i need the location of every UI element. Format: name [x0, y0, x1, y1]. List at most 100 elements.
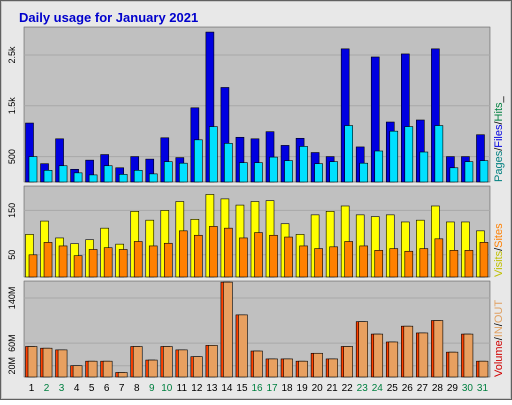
legend-item: Pages	[493, 150, 505, 182]
bar-inout-18	[283, 358, 293, 378]
legend-item: Hits	[493, 102, 505, 121]
bar-inout-11	[178, 349, 188, 378]
bar-sites-9	[148, 245, 158, 278]
bar-inout-3	[57, 349, 68, 378]
y-tick-label: 2.5k	[7, 46, 17, 64]
bar-hits-28	[434, 125, 444, 183]
day-label-20: 20	[312, 383, 324, 394]
bar-sites-26	[404, 250, 414, 278]
bar-hits-30	[464, 161, 474, 183]
day-label-4: 4	[74, 383, 80, 394]
bar-inout-8	[132, 346, 143, 378]
legend-item: /	[493, 121, 505, 125]
bar-hits-6	[103, 165, 113, 183]
bar-sites-8	[133, 241, 143, 278]
bar-inout-17	[268, 358, 278, 378]
day-label-2: 2	[44, 383, 50, 394]
legend-item: /	[493, 336, 505, 340]
bar-sites-3	[58, 245, 68, 278]
bar-inout-16	[253, 350, 263, 378]
day-label-9: 9	[149, 383, 155, 394]
bar-inout-19	[298, 360, 308, 378]
bar-inout-10	[162, 346, 173, 378]
bar-inout-9	[147, 359, 158, 378]
bar-sites-12	[194, 234, 203, 278]
bar-hits-24	[374, 150, 384, 183]
day-label-12: 12	[191, 383, 203, 394]
bar-hits-16	[254, 162, 263, 183]
day-label-30: 30	[462, 383, 474, 394]
bar-hits-5	[88, 174, 98, 183]
day-label-13: 13	[206, 383, 218, 394]
bar-sites-1	[28, 254, 38, 278]
bar-hits-15	[239, 162, 248, 183]
day-label-17: 17	[266, 383, 278, 394]
bar-inout-31	[478, 360, 489, 378]
bar-hits-22	[344, 125, 353, 183]
chart-title: Daily usage for January 2021	[19, 10, 198, 25]
bar-sites-27	[419, 248, 429, 278]
day-label-10: 10	[161, 383, 173, 394]
bar-hits-20	[314, 163, 323, 183]
day-label-15: 15	[236, 383, 248, 394]
bar-inout-15	[238, 314, 248, 378]
bar-inout-27	[418, 332, 429, 378]
bar-inout-12	[193, 356, 203, 378]
bar-inout-5	[87, 360, 98, 378]
bar-hits-12	[194, 139, 203, 183]
bar-inout-4	[72, 365, 83, 378]
bar-sites-19	[299, 245, 308, 278]
bar-inout-7	[117, 372, 128, 378]
bar-hits-8	[133, 170, 143, 183]
bar-hits-1	[28, 156, 38, 183]
day-label-22: 22	[342, 383, 354, 394]
bar-inout-1	[27, 346, 38, 378]
y-tick-label: 50	[7, 250, 17, 260]
bar-hits-9	[148, 173, 158, 183]
legend-item: _	[493, 95, 505, 103]
panel-2: 150 50 Visits/Sites	[7, 185, 505, 278]
bar-inout-29	[448, 351, 459, 378]
bar-hits-11	[179, 162, 188, 183]
bar-sites-5	[88, 249, 98, 278]
bar-hits-31	[479, 160, 489, 183]
bar-hits-19	[299, 146, 308, 183]
legend-item: /	[493, 322, 505, 326]
day-label-29: 29	[447, 383, 459, 394]
bar-sites-31	[479, 242, 489, 278]
day-label-1: 1	[29, 383, 35, 394]
bar-sites-30	[464, 250, 474, 278]
legend-item: /	[493, 147, 505, 151]
day-label-7: 7	[119, 383, 125, 394]
bar-hits-27	[419, 151, 429, 183]
legend-item: IN	[493, 326, 505, 337]
bar-sites-20	[314, 248, 323, 278]
bar-sites-18	[284, 236, 293, 278]
day-label-19: 19	[297, 383, 309, 394]
bar-hits-26	[404, 126, 414, 183]
bar-sites-21	[329, 246, 338, 278]
bar-sites-6	[103, 247, 113, 278]
legend-item: OUT	[493, 300, 505, 324]
bar-hits-18	[284, 160, 293, 183]
bar-hits-7	[118, 174, 128, 183]
bar-inout-22	[343, 346, 353, 378]
bar-inout-23	[358, 321, 369, 378]
day-label-3: 3	[59, 383, 65, 394]
day-label-31: 31	[477, 383, 489, 394]
bar-sites-13	[209, 226, 218, 278]
bar-inout-14	[223, 281, 233, 378]
bar-hits-10	[163, 161, 173, 183]
bar-hits-2	[43, 170, 53, 183]
bar-inout-13	[208, 345, 218, 378]
day-label-27: 27	[417, 383, 429, 394]
y-tick-label: 150	[7, 203, 17, 218]
bar-sites-25	[389, 248, 399, 278]
day-label-28: 28	[432, 383, 444, 394]
y-tick-label: 20M	[7, 357, 17, 375]
bar-hits-23	[359, 162, 369, 183]
